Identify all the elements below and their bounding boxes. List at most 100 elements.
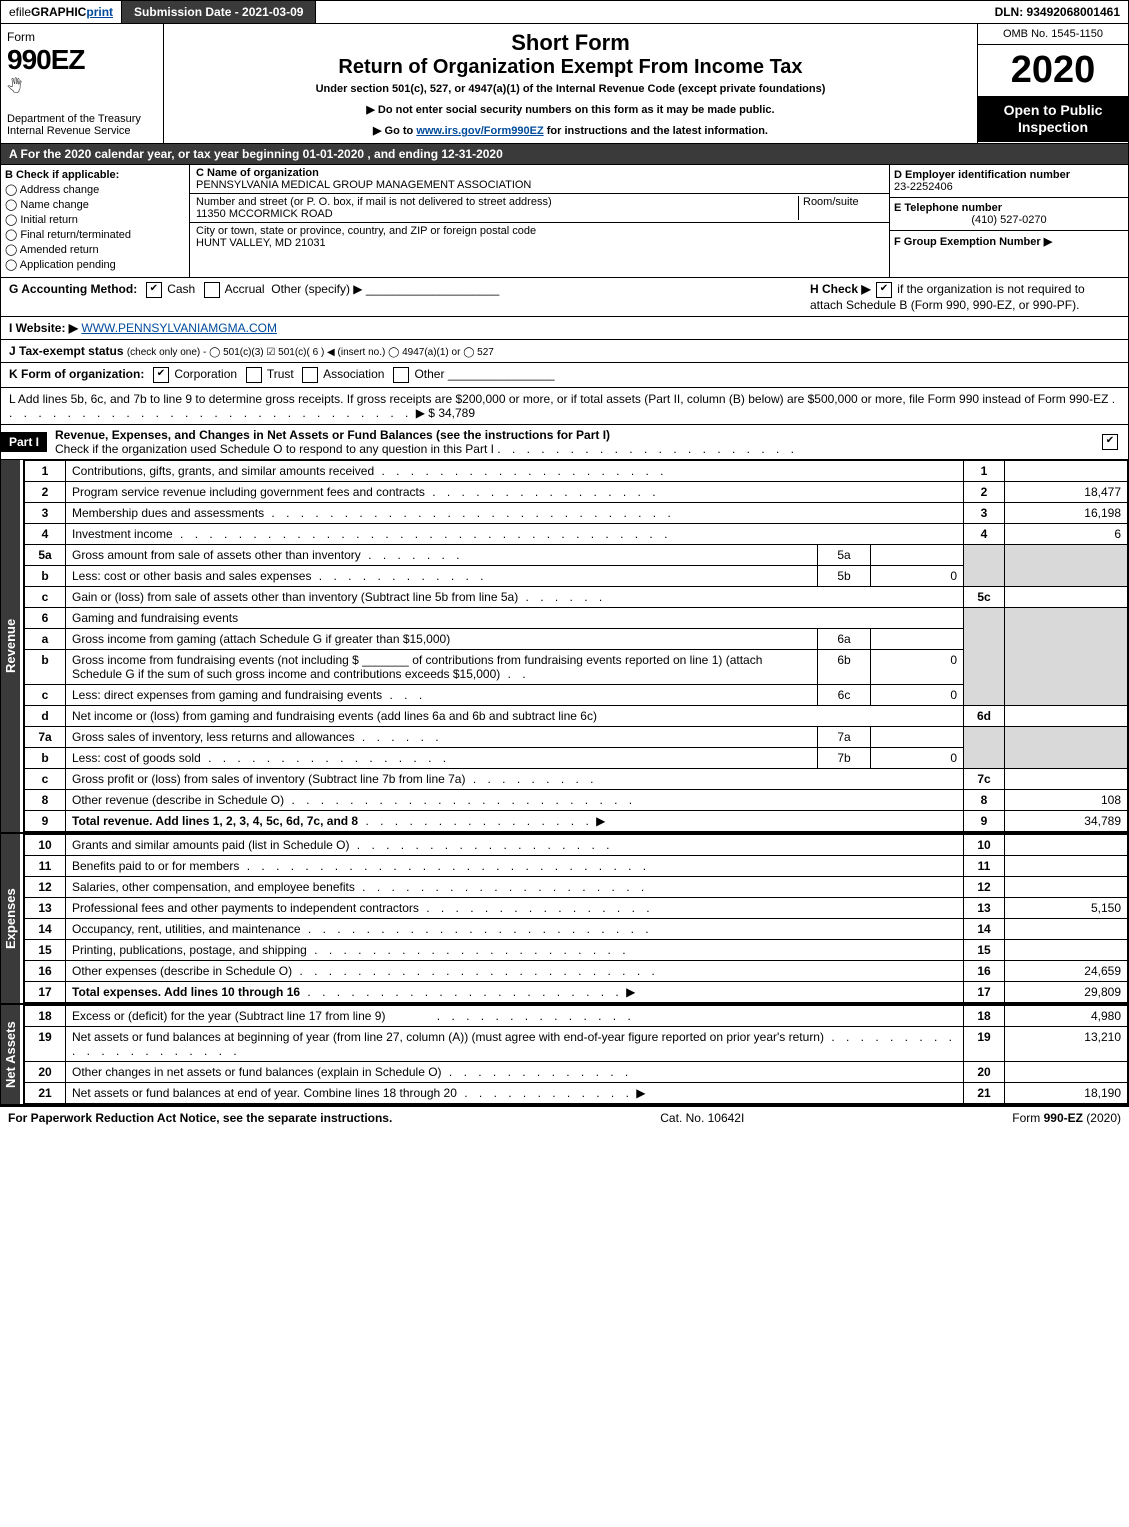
ln15-desc: Printing, publications, postage, and shi… [72,943,307,957]
ln3-amt: 16,198 [1005,503,1128,524]
part1-header: Part I Revenue, Expenses, and Changes in… [0,425,1129,460]
ln9-amt: 34,789 [1005,811,1128,832]
ln5a-inner [871,545,964,566]
submission-date: Submission Date - 2021-03-09 [122,1,316,23]
accrual-label: Accrual [225,282,265,296]
column-def: D Employer identification number 23-2252… [890,165,1128,277]
form-subtitle: Under section 501(c), 527, or 4947(a)(1)… [174,83,967,95]
inspection-label: Open to Public Inspection [978,96,1128,142]
form-title-1: Short Form [174,30,967,56]
e-phone-label: E Telephone number [894,202,1002,214]
ln14-desc: Occupancy, rent, utilities, and maintena… [72,922,301,936]
chk-amended-return[interactable]: ◯ Amended return [5,243,185,256]
chk-initial-return[interactable]: ◯ Initial return [5,213,185,226]
ln13-amt: 5,150 [1005,898,1128,919]
org-city: HUNT VALLEY, MD 21031 [196,237,326,249]
chk-final-return[interactable]: ◯ Final return/terminated [5,228,185,241]
chk-cash[interactable] [146,282,162,298]
k-label: K Form of organization: [9,367,144,381]
line-a-tax-year: A For the 2020 calendar year, or tax yea… [0,144,1129,165]
ln5c-desc: Gain or (loss) from sale of assets other… [72,590,518,604]
paperwork-notice: For Paperwork Reduction Act Notice, see … [8,1111,392,1125]
form-number: 990EZ [7,44,157,76]
chk-address-change[interactable]: ◯ Address change [5,183,185,196]
topbar-spacer [316,1,986,23]
ln4-desc: Investment income [72,527,173,541]
expenses-section: Expenses 10Grants and similar amounts pa… [0,832,1129,1003]
tab-expenses: Expenses [1,834,20,1003]
ln6b-inner: 0 [871,650,964,685]
efile-prefix: efile [9,5,31,19]
ln6c-inner: 0 [871,685,964,706]
chk-schedule-o[interactable] [1102,434,1118,450]
l-text: L Add lines 5b, 6c, and 7b to line 9 to … [9,392,1108,406]
g-label: G Accounting Method: [9,282,137,296]
catalog-number: Cat. No. 10642I [660,1111,744,1125]
other-method-label: Other (specify) ▶ [271,282,362,296]
ein-value: 23-2252406 [894,181,953,193]
top-bar: efile GRAPHIC print Submission Date - 20… [0,0,1129,24]
chk-corporation[interactable] [153,367,169,383]
ln5b-desc: Less: cost or other basis and sales expe… [72,569,311,583]
chk-accrual[interactable] [204,282,220,298]
page-footer: For Paperwork Reduction Act Notice, see … [0,1105,1129,1129]
efile-label: efile GRAPHIC print [1,1,122,23]
ssn-warning: ▶ Do not enter social security numbers o… [174,103,967,116]
chk-application-pending[interactable]: ◯ Application pending [5,258,185,271]
chk-association[interactable] [302,367,318,383]
form-title-2: Return of Organization Exempt From Incom… [174,56,967,79]
c-city-label: City or town, state or province, country… [196,225,536,237]
ln2-desc: Program service revenue including govern… [72,485,425,499]
revenue-section: Revenue 1Contributions, gifts, grants, a… [0,460,1129,832]
c-name-label: C Name of organization [196,167,319,179]
part1-label: Part I [1,432,47,452]
website-link[interactable]: WWW.PENNSYLVANIAMGMA.COM [81,321,277,335]
chk-trust[interactable] [246,367,262,383]
irs-link[interactable]: www.irs.gov/Form990EZ [416,125,543,137]
chk-other-org[interactable] [393,367,409,383]
phone-value: (410) 527-0270 [894,214,1124,226]
ln5a-desc: Gross amount from sale of assets other t… [72,548,361,562]
ln17-amt: 29,809 [1005,982,1128,1003]
ln7b-inner: 0 [871,748,964,769]
cash-label: Cash [167,282,195,296]
d-ein-label: D Employer identification number [894,169,1070,181]
netassets-table: 18Excess or (deficit) for the year (Subt… [24,1005,1128,1104]
form-word: Form [7,30,157,44]
goto-prefix: ▶ Go to [373,125,416,137]
chk-schedule-b[interactable] [876,282,892,298]
ln2-amt: 18,477 [1005,482,1128,503]
org-name: PENNSYLVANIA MEDICAL GROUP MANAGEMENT AS… [196,179,531,191]
ln8-desc: Other revenue (describe in Schedule O) [72,793,284,807]
ln19-amt: 13,210 [1005,1027,1128,1062]
ln13-desc: Professional fees and other payments to … [72,901,419,915]
ln1-amt [1005,461,1128,482]
header-left: Form 990EZ 🖑 Department of the Treasury … [1,24,164,143]
ln16-desc: Other expenses (describe in Schedule O) [72,964,292,978]
j-text: (check only one) - ◯ 501(c)(3) ☑ 501(c)(… [127,347,494,358]
chk-name-change[interactable]: ◯ Name change [5,198,185,211]
l-arrow: ▶ $ [416,406,435,420]
form-ref: Form 990-EZ (2020) [1012,1111,1121,1125]
line-i: I Website: ▶ WWW.PENNSYLVANIAMGMA.COM [0,317,1129,340]
dln: DLN: 93492068001461 [987,1,1128,23]
omb-number: OMB No. 1545-1150 [978,24,1128,45]
identity-section: B Check if applicable: ◯ Address change … [0,165,1129,278]
ln7a-desc: Gross sales of inventory, less returns a… [72,730,355,744]
instructions-link-line: ▶ Go to www.irs.gov/Form990EZ for instru… [174,124,967,137]
line-k: K Form of organization: Corporation Trus… [0,363,1129,388]
b-label: B Check if applicable: [5,169,119,181]
ln6a-desc: Gross income from gaming (attach Schedul… [66,629,818,650]
tab-netassets: Net Assets [1,1005,20,1104]
print-link[interactable]: print [86,5,113,19]
revenue-table: 1Contributions, gifts, grants, and simil… [24,460,1128,832]
netassets-section: Net Assets 18Excess or (deficit) for the… [0,1003,1129,1105]
irs-label: Internal Revenue Service [7,125,157,137]
column-b: B Check if applicable: ◯ Address change … [1,165,190,277]
leader-dots: . . . . . . . . . . . . . . . . . . . . … [497,442,798,456]
ln7c-desc: Gross profit or (loss) from sales of inv… [72,772,465,786]
efile-graphic: GRAPHIC [31,5,86,19]
ln20-desc: Other changes in net assets or fund bala… [72,1065,442,1079]
ln6c-desc: Less: direct expenses from gaming and fu… [72,688,382,702]
line-gh: G Accounting Method: Cash Accrual Other … [0,278,1129,317]
